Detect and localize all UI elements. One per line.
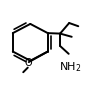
Text: NH$_2$: NH$_2$	[59, 60, 82, 74]
Text: O: O	[25, 58, 33, 68]
